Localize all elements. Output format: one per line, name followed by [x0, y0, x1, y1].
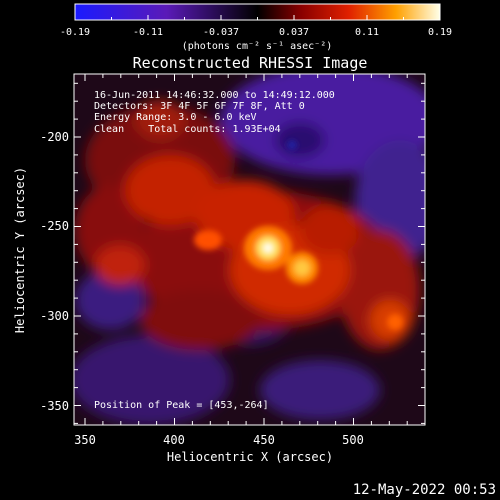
axis-ticks	[74, 74, 425, 425]
colorbar-tick-label: -0.11	[133, 27, 163, 38]
colorbar-tick-label: 0.11	[355, 27, 379, 38]
time-range-text: 16-Jun-2011 14:46:32.000 to 14:49:12.000	[94, 90, 335, 101]
plot-frame	[73, 73, 426, 426]
y-axis: -200 -250 -300 -350 Heliocentric Y (arcs…	[13, 130, 69, 413]
colorbar-tick-label: -0.19	[60, 27, 90, 38]
y-tick-label: -250	[40, 219, 69, 233]
colorbar-tick-label: 0.19	[428, 27, 452, 38]
algorithm-counts-text: Clean Total counts: 1.93E+04	[94, 124, 281, 135]
image-annotations: 16-Jun-2011 14:46:32.000 to 14:49:12.000…	[94, 90, 335, 411]
x-tick-label: 350	[74, 433, 96, 447]
peak-position-text: Position of Peak = [453,-264]	[94, 400, 269, 411]
x-tick-label: 500	[342, 433, 364, 447]
colorbar-tick-label: 0.037	[279, 27, 309, 38]
colorbar-ticks	[74, 15, 441, 20]
colorbar-tick-label: -0.037	[203, 27, 239, 38]
detectors-text: Detectors: 3F 4F 5F 6F 7F 8F, Att 0	[94, 101, 305, 112]
colorbar: -0.19 -0.11 -0.037 0.037 0.11 0.19 (phot…	[60, 3, 452, 52]
x-tick-label: 450	[253, 433, 275, 447]
x-axis: 350 400 450 500 Heliocentric X (arcsec)	[74, 433, 364, 464]
y-axis-label: Heliocentric Y (arcsec)	[13, 167, 27, 333]
colorbar-units-label: (photons cm⁻² s⁻¹ asec⁻²)	[182, 41, 333, 52]
footer-date: 12-May-2022 00:53	[353, 482, 496, 498]
x-axis-label: Heliocentric X (arcsec)	[167, 450, 333, 464]
energy-range-text: Energy Range: 3.0 - 6.0 keV	[94, 112, 257, 123]
plot-title: Reconstructed RHESSI Image	[133, 54, 368, 72]
y-tick-label: -300	[40, 309, 69, 323]
y-tick-label: -200	[40, 130, 69, 144]
rhessi-image	[74, 74, 425, 425]
x-tick-label: 400	[163, 433, 185, 447]
y-tick-label: -350	[40, 399, 69, 413]
